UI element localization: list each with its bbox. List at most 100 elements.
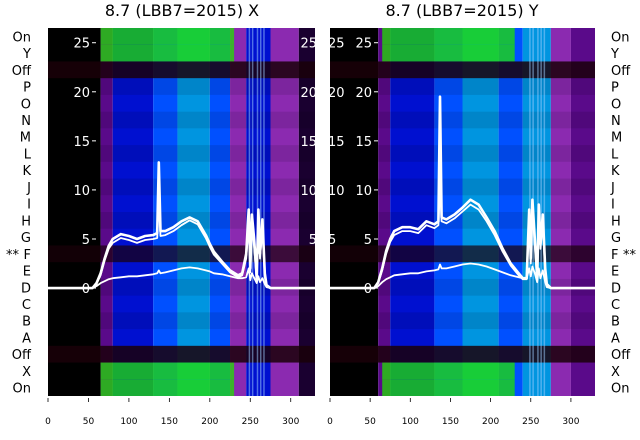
panel-y-title: 8.7 (LBB7=2015) Y bbox=[385, 1, 538, 20]
y-tick-label-edge: 10 bbox=[328, 184, 345, 199]
y-tick-label-edge: 15 bbox=[300, 135, 317, 150]
heatmap-row-shade bbox=[48, 329, 315, 346]
series-line bbox=[48, 266, 315, 289]
y-tick-label: 0 bbox=[82, 282, 90, 297]
heatmap-stripe bbox=[251, 28, 254, 396]
heatmap-green-row bbox=[382, 379, 515, 396]
heatmap-row-shade bbox=[48, 278, 315, 296]
heatmap-band bbox=[498, 28, 523, 396]
heatmap-dark-row bbox=[48, 345, 315, 363]
series-line bbox=[48, 198, 315, 289]
heatmap-row-shade bbox=[48, 312, 315, 330]
row-label: M bbox=[20, 131, 31, 146]
heatmap-row-shade bbox=[48, 145, 315, 162]
heatmap-stripe bbox=[259, 28, 262, 396]
y-tick-label: 25 bbox=[73, 37, 90, 52]
heatmap-band bbox=[230, 28, 247, 396]
row-label: J bbox=[610, 181, 615, 196]
heatmap-row-shade bbox=[48, 178, 315, 196]
series-line bbox=[330, 95, 595, 290]
row-label: I bbox=[611, 198, 615, 213]
heatmap-green-row bbox=[382, 44, 515, 62]
row-label: Off bbox=[12, 348, 32, 363]
heatmap-green-row bbox=[382, 362, 515, 380]
y-tick-label: 5 bbox=[364, 233, 372, 248]
x-tick-label: 100 bbox=[120, 417, 137, 427]
row-label: C bbox=[22, 298, 31, 313]
heatmap-band bbox=[522, 28, 551, 396]
heatmap-dark-row bbox=[48, 61, 315, 79]
heatmap-band bbox=[390, 28, 435, 396]
heatmap-band bbox=[100, 28, 113, 396]
heatmap-band bbox=[209, 28, 231, 396]
row-label: Y bbox=[22, 47, 31, 62]
row-label: E bbox=[23, 265, 31, 280]
row-label: C bbox=[611, 298, 620, 313]
heatmap-stripe bbox=[543, 28, 546, 396]
heatmap-row-shade bbox=[330, 145, 595, 162]
y-tick-label: 15 bbox=[355, 135, 372, 150]
heatmap-row-shade bbox=[48, 262, 315, 279]
y-tick-label: 15 bbox=[73, 135, 90, 150]
x-tick-label: 50 bbox=[83, 417, 95, 427]
heatmap-row-shade bbox=[330, 329, 595, 346]
heatmap-row-shade bbox=[48, 162, 315, 179]
row-label: E bbox=[611, 265, 619, 280]
y-tick-label-edge: 5 bbox=[328, 233, 336, 248]
x-tick-label: 100 bbox=[402, 417, 419, 427]
x-tick-label: 300 bbox=[282, 417, 299, 427]
y-tick-label-edge: 15 bbox=[328, 135, 345, 150]
series-line bbox=[48, 161, 315, 290]
heatmap-row-shade bbox=[330, 278, 595, 296]
y-tick-label: 10 bbox=[355, 184, 372, 199]
panel-x: 0 5 10 15 20 25 5 10 15 20 25 On Y Off PONMLKJIHGFEDCB… bbox=[6, 28, 317, 427]
x-tick-label: 300 bbox=[562, 417, 579, 427]
x-tick-label: 200 bbox=[201, 417, 218, 427]
row-label: Off bbox=[611, 64, 631, 79]
x-tick-label: 200 bbox=[482, 417, 499, 427]
row-label: Off bbox=[611, 348, 631, 363]
row-label: L bbox=[24, 147, 32, 162]
panel-y: 0 5 10 15 20 25 5 10 15 20 25 On Y Off PONMLKJIHGFEDCB… bbox=[327, 28, 637, 427]
heatmap-row-shade bbox=[330, 111, 595, 129]
heatmap-band bbox=[270, 28, 299, 396]
heatmap-row-shade bbox=[330, 212, 595, 229]
row-label: D bbox=[21, 281, 31, 296]
row-label: On bbox=[611, 382, 629, 397]
heatmap-row-shade bbox=[330, 162, 595, 179]
y-tick-label: 0 bbox=[364, 282, 372, 297]
y-tick-label: 25 bbox=[355, 37, 372, 52]
heatmap-stripe bbox=[263, 28, 265, 396]
row-label: F bbox=[24, 248, 31, 263]
row-label: B bbox=[22, 315, 31, 330]
row-marker: ** bbox=[6, 248, 20, 263]
row-label: F bbox=[611, 248, 618, 263]
x-tick-label: 150 bbox=[442, 417, 459, 427]
y-tick-label-edge: 25 bbox=[300, 37, 317, 52]
heatmap-green-row bbox=[100, 28, 235, 45]
row-label: B bbox=[611, 315, 620, 330]
heatmap-band bbox=[112, 28, 154, 396]
heatmap-band bbox=[378, 28, 391, 396]
row-label: X bbox=[22, 365, 31, 380]
row-label: K bbox=[22, 164, 31, 179]
row-label: N bbox=[611, 114, 621, 129]
heatmap-row-shade bbox=[330, 296, 595, 313]
x-tick-label: 250 bbox=[242, 417, 259, 427]
row-label: L bbox=[611, 147, 619, 162]
row-marker: ** bbox=[623, 248, 637, 263]
row-label: H bbox=[611, 214, 621, 229]
series-line bbox=[330, 262, 595, 289]
row-label: A bbox=[22, 331, 31, 346]
row-label: X bbox=[611, 365, 620, 380]
heatmap-green-row bbox=[100, 44, 235, 62]
heatmap-dark-row bbox=[330, 345, 595, 363]
heatmap-green-row bbox=[100, 362, 235, 380]
row-label: O bbox=[21, 97, 31, 112]
row-label: P bbox=[611, 81, 619, 96]
row-label: A bbox=[611, 331, 620, 346]
y-tick-label: 20 bbox=[73, 86, 90, 101]
heatmap-band bbox=[550, 28, 571, 396]
heatmap-dark-row bbox=[330, 61, 595, 79]
